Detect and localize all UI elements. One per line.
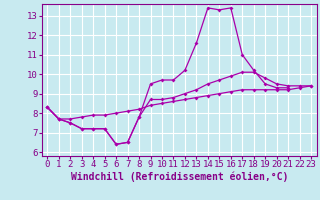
X-axis label: Windchill (Refroidissement éolien,°C): Windchill (Refroidissement éolien,°C) bbox=[70, 172, 288, 182]
